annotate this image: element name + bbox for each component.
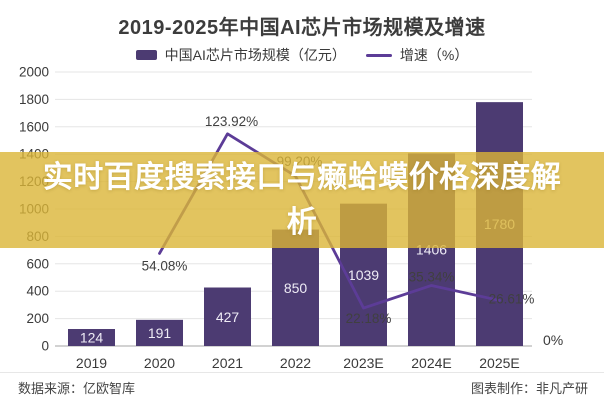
- bar-value-label: 124: [80, 330, 104, 346]
- bar-value-label: 191: [148, 325, 172, 341]
- bar-value-label: 1039: [348, 267, 379, 283]
- growth-value-label: 54.08%: [142, 258, 188, 273]
- growth-value-label: 22.18%: [346, 311, 392, 326]
- y-axis-tick-label: 0: [41, 339, 49, 354]
- growth-value-label: 26.61%: [489, 291, 535, 306]
- x-axis-tick-label: 2024E: [411, 355, 451, 371]
- y-axis-tick-label: 1800: [19, 92, 49, 107]
- chart-title: 2019-2025年中国AI芯片市场规模及增速: [118, 17, 486, 39]
- overlay-banner: 实时百度搜索接口与癞蛤蟆价格深度解析: [0, 152, 604, 248]
- line-legend-swatch-icon: [365, 53, 392, 57]
- x-axis-tick-label: 2022: [280, 355, 311, 371]
- bar-2022: [272, 229, 319, 346]
- footer-divider: [0, 372, 604, 373]
- y-axis-tick-label: 200: [26, 311, 49, 326]
- x-axis-tick-label: 2019: [76, 355, 107, 371]
- y-axis-tick-label: 400: [26, 284, 49, 299]
- bar-2021: [204, 287, 251, 346]
- growth-value-label: 123.92%: [205, 114, 258, 129]
- chart-credit-label: 图表制作：非凡产研: [470, 381, 588, 396]
- bar-legend-swatch-icon: [135, 50, 157, 60]
- growth-value-label: 35.34%: [409, 269, 455, 284]
- line-legend-label: 增速（%）: [399, 47, 469, 63]
- y-axis-tick-label: 600: [26, 256, 49, 271]
- right-axis-zero-label: 0%: [543, 332, 563, 348]
- bar-2019: [68, 329, 115, 346]
- x-axis-tick-label: 2020: [144, 355, 175, 371]
- x-axis-tick-label: 2021: [212, 355, 243, 371]
- x-axis-tick-label: 2025E: [479, 355, 519, 371]
- y-axis-tick-label: 2000: [19, 65, 49, 80]
- bar-value-label: 850: [284, 280, 308, 296]
- chart-legend: 中国AI芯片市场规模（亿元） 增速（%）: [0, 45, 604, 65]
- bar-2020: [136, 319, 183, 346]
- data-source-label: 数据来源：亿欧智库: [18, 381, 136, 396]
- overlay-banner-text: 实时百度搜索接口与癞蛤蟆价格深度解析: [42, 161, 562, 239]
- bar-value-label: 427: [216, 309, 240, 325]
- x-axis-tick-label: 2023E: [343, 355, 383, 371]
- y-axis-tick-label: 1600: [19, 119, 49, 134]
- bar-legend-label: 中国AI芯片市场规模（亿元）: [164, 47, 346, 63]
